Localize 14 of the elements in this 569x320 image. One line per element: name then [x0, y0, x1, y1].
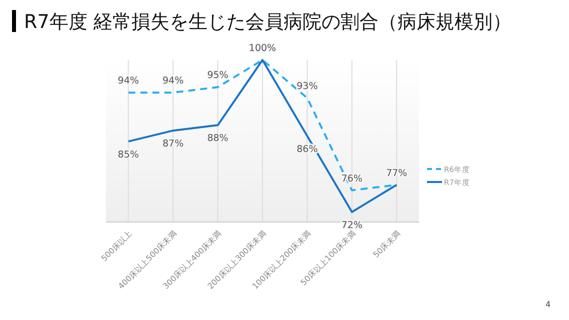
data-label: 72%: [341, 220, 362, 231]
data-label: 87%: [162, 138, 184, 150]
data-label: 95%: [207, 70, 228, 82]
data-label: 88%: [207, 133, 228, 144]
data-label: 94%: [118, 76, 139, 87]
chart-title: R7年度 経常損失を生じた会員病院の割合（病床規模別）: [24, 11, 512, 33]
x-tick-label: 500床以上: [100, 229, 134, 264]
data-label: 93%: [296, 81, 318, 92]
text: 4: [545, 300, 551, 309]
data-label: 77%: [386, 168, 408, 179]
data-label: 94%: [162, 76, 184, 87]
data-label: 100%: [248, 43, 276, 54]
data-label: 85%: [118, 149, 139, 160]
x-tick-label: 50床未満: [372, 229, 402, 260]
